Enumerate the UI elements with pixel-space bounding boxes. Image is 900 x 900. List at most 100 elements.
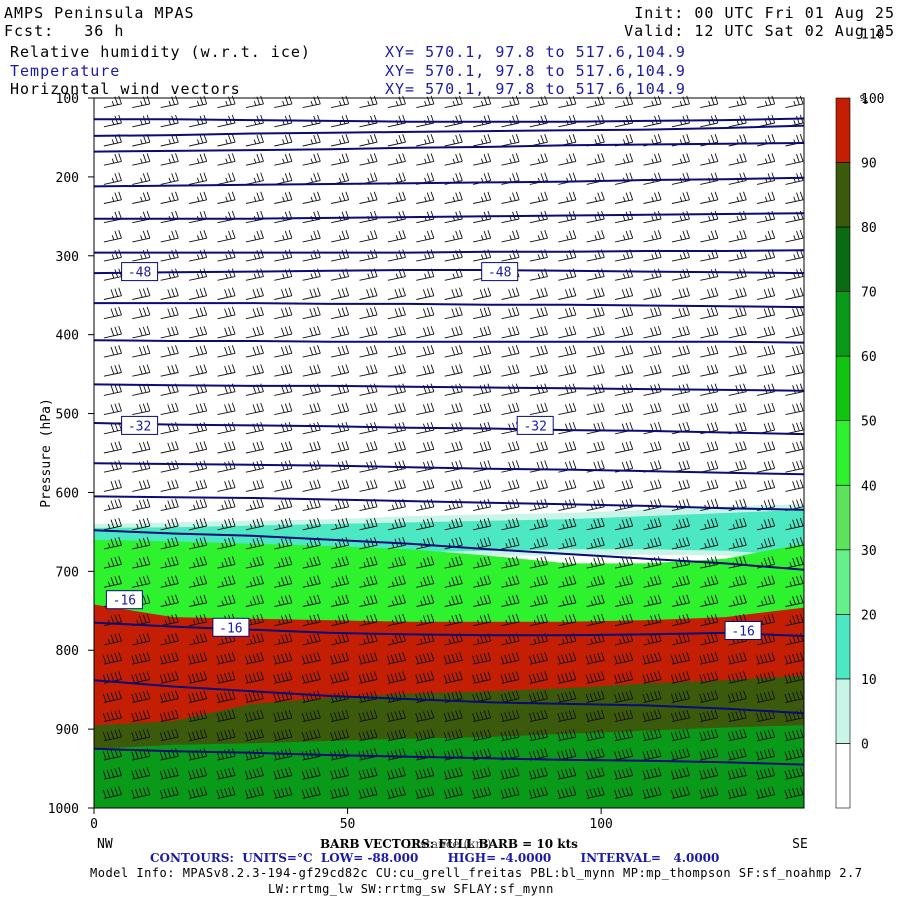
wind-barb — [359, 95, 378, 109]
wind-barb — [216, 709, 236, 723]
wind-barb — [132, 306, 151, 320]
wind-barb — [585, 767, 605, 780]
wind-barb — [302, 460, 321, 473]
wind-barb — [785, 421, 804, 435]
wind-barb — [670, 786, 690, 799]
wind-barb — [416, 249, 435, 262]
wind-barb — [643, 575, 662, 588]
wind-barb — [727, 748, 747, 761]
wind-barb — [302, 421, 321, 435]
wind-barb — [331, 95, 350, 109]
wind-barb — [444, 575, 463, 588]
wind-barb — [643, 364, 662, 377]
wind-barb — [416, 268, 435, 281]
wind-barb — [358, 786, 378, 799]
wind-barb — [302, 517, 321, 531]
wind-barb — [643, 537, 662, 550]
wind-barb — [131, 767, 151, 780]
colorbar-tick-label: 110 — [861, 28, 884, 43]
wind-barb — [302, 95, 321, 109]
wind-barb — [558, 268, 577, 281]
wind-barb — [501, 134, 520, 147]
wind-barb — [103, 632, 122, 646]
wind-barb — [387, 537, 406, 550]
field-rh-name: Relative humidity (w.r.t. ice) — [10, 43, 311, 61]
wind-barb — [103, 325, 122, 339]
wind-barb — [728, 537, 747, 550]
colorbar-tick-label: 30 — [861, 544, 877, 559]
wind-barb — [103, 479, 122, 492]
y-axis-label: Pressure (hPa) — [39, 398, 54, 508]
wind-barb — [700, 479, 719, 492]
wind-barb — [757, 632, 776, 646]
wind-barb — [274, 249, 293, 262]
wind-barb — [302, 613, 321, 627]
wind-barb — [671, 172, 690, 185]
wind-barb — [387, 441, 406, 454]
temp-contour--8 — [93, 679, 805, 715]
contour-label: -32 — [523, 419, 546, 434]
y-tick-label: 900 — [56, 723, 79, 738]
wind-barb — [387, 460, 406, 473]
wind-barb — [671, 517, 690, 531]
wind-barb — [302, 306, 321, 320]
temp-contour--44 — [93, 269, 805, 275]
wind-barb — [785, 210, 804, 224]
wind-barb — [160, 594, 179, 607]
wind-barb — [586, 114, 605, 128]
wind-barb — [160, 345, 179, 358]
wind-barb — [500, 709, 520, 723]
wind-barb — [274, 632, 293, 646]
wind-barb — [132, 134, 151, 147]
wind-barb — [528, 786, 548, 799]
wind-barb — [160, 460, 179, 473]
wind-barb — [102, 709, 122, 723]
wind-barb — [700, 517, 719, 531]
colorbar-tick-label: 10 — [861, 673, 877, 688]
wind-barb — [501, 575, 520, 588]
wind-barb — [217, 95, 236, 109]
wind-barb — [728, 517, 747, 531]
wind-barb — [132, 613, 151, 627]
wind-barb — [416, 325, 435, 339]
wind-barb — [727, 652, 747, 665]
wind-barb — [103, 364, 122, 377]
contour-label: -32 — [128, 419, 151, 434]
wind-barb — [501, 613, 520, 627]
wind-barb — [331, 306, 350, 320]
wind-barb — [103, 441, 122, 454]
wind-barb — [728, 441, 747, 454]
wind-barb — [615, 287, 634, 300]
wind-barb — [245, 268, 264, 281]
wind-barb — [274, 402, 293, 416]
wind-barb — [358, 652, 378, 665]
wind-barb — [785, 383, 804, 396]
wind-barb — [615, 613, 634, 627]
wind-barb — [473, 153, 492, 166]
wind-barb — [444, 613, 463, 627]
wind-barb — [331, 345, 350, 358]
temp-contour--56 — [93, 176, 805, 188]
wind-barb — [670, 690, 690, 703]
wind-barb — [245, 402, 264, 416]
wind-barb — [699, 652, 719, 665]
wind-barb — [274, 153, 293, 166]
wind-barb — [728, 306, 747, 320]
wind-barb — [557, 767, 577, 780]
wind-barb — [443, 786, 463, 799]
wind-barb — [586, 249, 605, 262]
wind-barb — [103, 383, 122, 396]
wind-barb — [643, 172, 662, 185]
wind-barb — [472, 652, 492, 665]
wind-barb — [473, 556, 492, 569]
wind-barb — [700, 613, 719, 627]
wind-barb — [558, 575, 577, 588]
wind-barb — [785, 153, 804, 166]
wind-barb — [274, 134, 293, 147]
wind-barb — [558, 402, 577, 416]
wind-barb — [273, 767, 293, 780]
wind-barb — [217, 230, 236, 243]
wind-barb — [671, 441, 690, 454]
wind-barb — [444, 441, 463, 454]
wind-barb — [615, 306, 634, 320]
